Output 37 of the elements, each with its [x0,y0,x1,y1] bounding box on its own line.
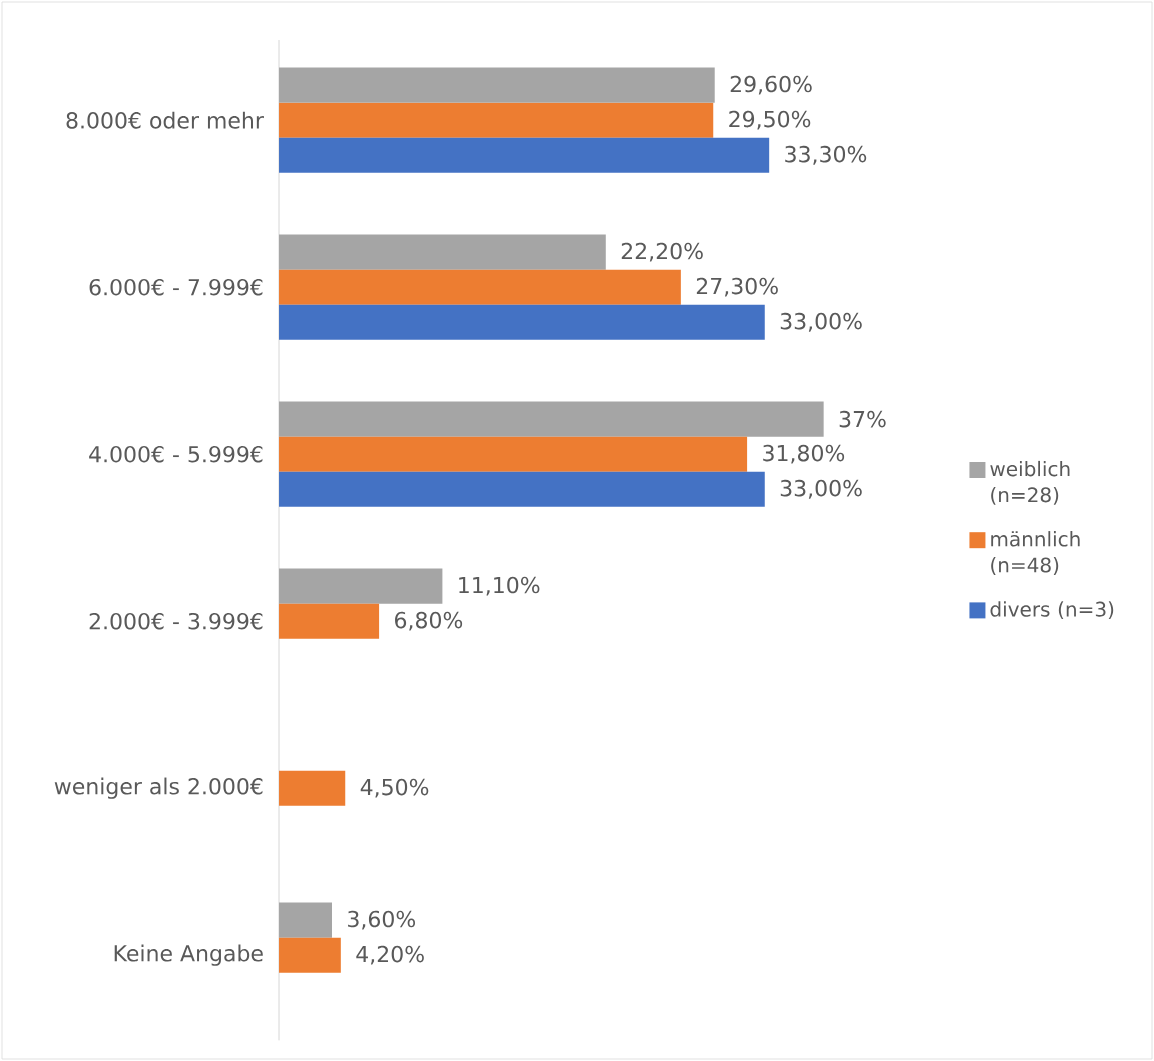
bar [279,471,765,507]
bar [279,401,824,437]
data-label: 29,60% [730,75,812,95]
y-tick-label: 8.000€ oder mehr [66,111,264,129]
y-tick-label: 6.000€ - 7.999€ [89,278,263,296]
data-label: 33,00% [780,312,862,332]
data-label: 37% [839,410,886,428]
data-label: 33,30% [785,145,867,165]
bar [279,937,341,973]
legend-label: weiblich (n=28) [990,460,1070,505]
data-label: 29,50% [729,110,811,130]
bar [279,603,380,639]
data-label: 11,10% [459,576,540,596]
data-label: 3,60% [348,910,416,930]
bar [279,304,765,340]
bar [279,234,606,270]
bar [279,568,443,604]
legend-label: männlich (n=48) [991,531,1080,575]
legend-label: divers (n=3) [990,601,1114,620]
data-label: 4,50% [360,778,429,798]
data-label: 4,20% [356,945,424,965]
bar [279,269,681,305]
bar [279,770,346,806]
data-label: 22,20% [621,242,703,262]
bar [279,902,332,938]
y-tick-label: 4.000€ - 5.999€ [89,445,263,463]
bar [279,137,770,173]
data-label: 6,80% [395,611,463,631]
bar [279,102,714,138]
bar [279,436,748,472]
data-label: 33,00% [780,479,862,499]
data-label: 27,30% [696,277,778,297]
y-tick-label: 2.000€ - 3.999€ [89,612,263,630]
y-tick-label: Keine Angabe [114,944,263,966]
data-label: 31,80% [763,444,845,464]
y-tick-label: weniger als 2.000€ [54,777,263,799]
bar [279,67,715,103]
